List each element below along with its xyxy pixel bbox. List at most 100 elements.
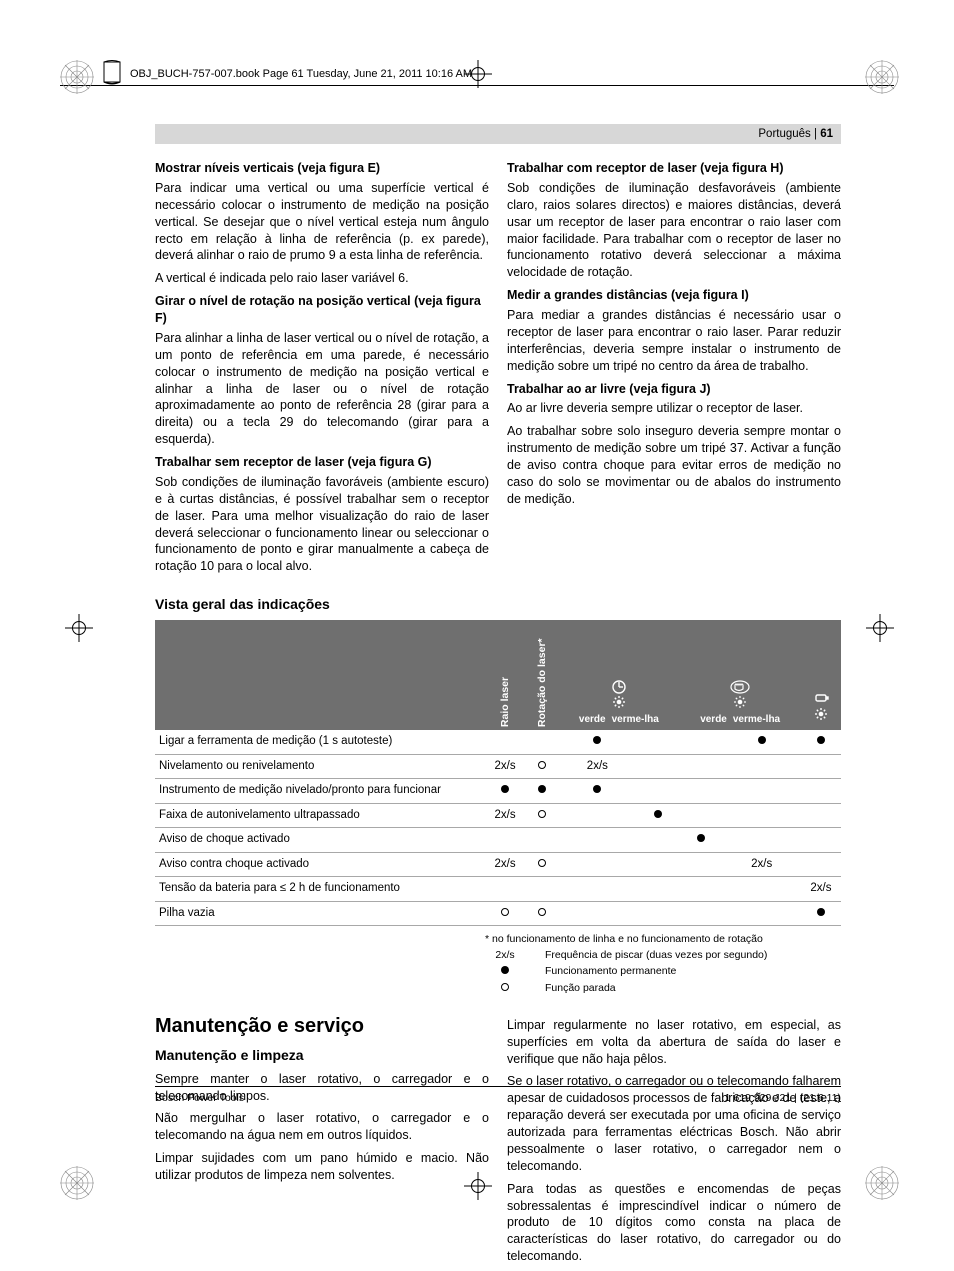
- cell: [636, 730, 679, 754]
- cell: [723, 877, 801, 902]
- table-heading: Vista geral das indicações: [155, 595, 841, 614]
- cell: [680, 852, 723, 877]
- cell: 2x/s: [485, 852, 525, 877]
- cell: [525, 730, 558, 754]
- book-icon: [102, 60, 124, 86]
- cell: [636, 877, 679, 902]
- th-raio-laser: Raio laser: [485, 620, 525, 730]
- legend-row: Funcionamento permanente: [155, 964, 841, 978]
- cell: [636, 901, 679, 926]
- th-hand-led: verdeverme-lha: [680, 620, 801, 730]
- corner-mark: [865, 1166, 899, 1200]
- body-text: Ao ar livre deveria sempre utilizar o re…: [507, 400, 841, 417]
- table-row: Aviso de choque activado: [155, 828, 841, 853]
- registration-mark: [464, 60, 492, 88]
- cell: [723, 828, 801, 853]
- cell: [485, 901, 525, 926]
- cell: [558, 730, 636, 754]
- cell: [801, 754, 841, 779]
- cell: [636, 828, 679, 853]
- cell: [636, 852, 679, 877]
- th-rotacao: Rotação do laser*: [525, 620, 558, 730]
- row-label: Nivelamento ou renivelamento: [155, 754, 485, 779]
- cell: 2x/s: [485, 803, 525, 828]
- maint-left-column: Manutenção e serviço Manutenção e limpez…: [155, 1003, 489, 1271]
- th-timer-led: verdeverme-lha: [558, 620, 679, 730]
- section-heading: Medir a grandes distâncias (veja figura …: [507, 287, 841, 304]
- footer-left: Bosch Power Tools: [155, 1091, 244, 1105]
- corner-mark: [60, 60, 94, 94]
- table-footnote: * no funcionamento de linha e no funcion…: [485, 932, 841, 946]
- table-row: Faixa de autonivelamento ultrapassado2x/…: [155, 803, 841, 828]
- indications-table: Raio laser Rotação do laser* verdeverme-…: [155, 620, 841, 995]
- cell: [525, 779, 558, 804]
- cell: [680, 901, 723, 926]
- corner-mark: [865, 60, 899, 94]
- cell: [723, 754, 801, 779]
- cell: [525, 803, 558, 828]
- row-label: Pilha vazia: [155, 901, 485, 926]
- cell: [485, 779, 525, 804]
- cell: [723, 901, 801, 926]
- cell: [636, 803, 679, 828]
- cell: [525, 901, 558, 926]
- cell: [636, 754, 679, 779]
- page-header-bar: Português | 61: [155, 124, 841, 144]
- cell: [680, 754, 723, 779]
- cell: [525, 754, 558, 779]
- cell: [680, 803, 723, 828]
- cell: [801, 828, 841, 853]
- cell: [801, 803, 841, 828]
- row-label: Ligar a ferramenta de medição (1 s autot…: [155, 730, 485, 754]
- cell: [485, 730, 525, 754]
- section-heading: Trabalhar sem receptor de laser (veja fi…: [155, 454, 489, 471]
- page-content: Português | 61 Mostrar níveis verticais …: [155, 124, 841, 1185]
- cell: [801, 730, 841, 754]
- cell: [525, 828, 558, 853]
- page-number: 61: [820, 128, 833, 140]
- table-row: Instrumento de medição nivelado/pronto p…: [155, 779, 841, 804]
- corner-mark: [60, 1166, 94, 1200]
- body-text: Limpar regularmente no laser rotativo, e…: [507, 1017, 841, 1068]
- body-text: A vertical é indicada pelo raio laser va…: [155, 270, 489, 287]
- table-legend: * no funcionamento de linha e no funcion…: [155, 932, 841, 995]
- body-text: Limpar sujidades com um pano húmido e ma…: [155, 1150, 489, 1184]
- cell: [558, 901, 636, 926]
- cell: [801, 779, 841, 804]
- page-footer: Bosch Power Tools 1 619 929 J21 | (21.6.…: [155, 1086, 841, 1105]
- cell: 2x/s: [801, 877, 841, 902]
- cell: [723, 779, 801, 804]
- cell: [680, 877, 723, 902]
- cell: [485, 877, 525, 902]
- row-label: Instrumento de medição nivelado/pronto p…: [155, 779, 485, 804]
- header-language: Português: [758, 128, 810, 140]
- maint-subheading: Manutenção e limpeza: [155, 1046, 489, 1065]
- cell: 2x/s: [485, 754, 525, 779]
- maint-right-column: Limpar regularmente no laser rotativo, e…: [507, 1003, 841, 1271]
- body-text: Para alinhar a linha de laser vertical o…: [155, 330, 489, 448]
- cell: [680, 828, 723, 853]
- legend-row: 2x/sFrequência de piscar (duas vezes por…: [155, 948, 841, 962]
- body-text: Para indicar uma vertical ou uma superfí…: [155, 180, 489, 264]
- maint-heading: Manutenção e serviço: [155, 1013, 489, 1040]
- cell: [558, 828, 636, 853]
- table-row: Aviso contra choque activado2x/s2x/s: [155, 852, 841, 877]
- right-column: Trabalhar com receptor de laser (veja fi…: [507, 154, 841, 581]
- th-empty: [155, 620, 485, 730]
- body-text: Para todas as questões e encomendas de p…: [507, 1181, 841, 1265]
- th-battery-led: [801, 620, 841, 730]
- header-meta: OBJ_BUCH-757-007.book Page 61 Tuesday, J…: [130, 67, 472, 82]
- cell: [525, 877, 558, 902]
- row-label: Aviso contra choque activado: [155, 852, 485, 877]
- cell: [558, 877, 636, 902]
- registration-mark: [65, 614, 93, 642]
- row-label: Faixa de autonivelamento ultrapassado: [155, 803, 485, 828]
- table-row: Ligar a ferramenta de medição (1 s autot…: [155, 730, 841, 754]
- body-text: Ao trabalhar sobre solo inseguro deveria…: [507, 423, 841, 507]
- section-heading: Mostrar níveis verticais (veja figura E): [155, 160, 489, 177]
- cell: 2x/s: [723, 852, 801, 877]
- cell: [801, 901, 841, 926]
- cell: [680, 730, 723, 754]
- cell: 2x/s: [558, 754, 636, 779]
- section-heading: Trabalhar ao ar livre (veja figura J): [507, 381, 841, 398]
